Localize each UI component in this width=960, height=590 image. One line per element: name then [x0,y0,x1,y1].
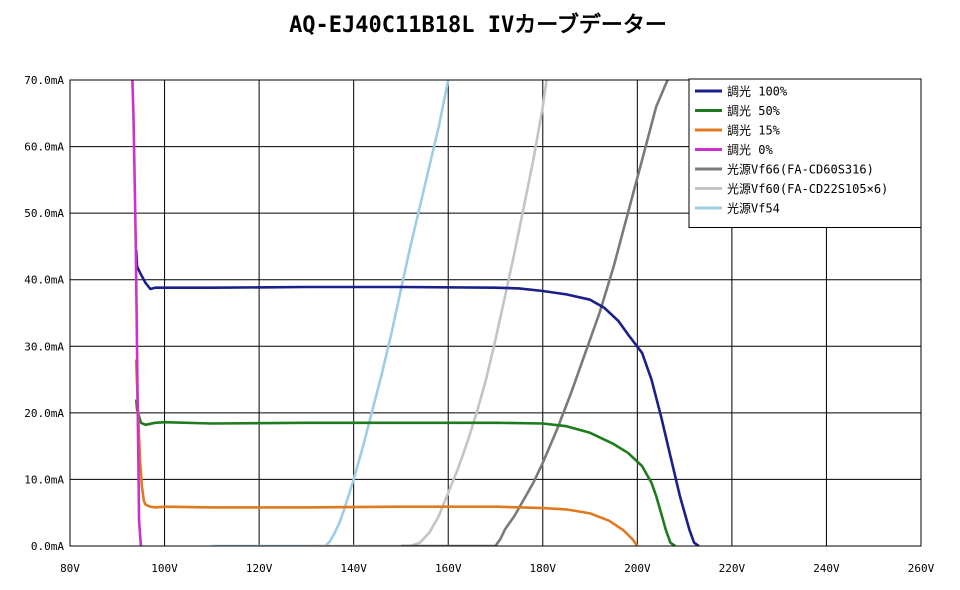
y-tick-label: 70.0mA [24,74,64,87]
legend-label: 調光 0% [727,143,773,157]
x-tick-label: 220V [719,562,746,575]
legend-label: 光源Vf66(FA-CD60S316) [727,163,874,177]
x-tick-label: 200V [624,562,651,575]
chart-title: AQ-EJ40C11B18L IVカーブデーター [289,12,667,38]
series-line-2 [134,359,639,546]
legend-box [688,78,922,228]
plot-area [131,80,700,546]
series-line-3 [131,80,143,546]
y-tick-label: 10.0mA [24,473,64,486]
x-tick-label: 260V [908,562,935,575]
y-tick-label: 30.0mA [24,340,64,353]
series-line-6 [211,80,450,546]
legend-label: 調光 100% [727,85,788,99]
legend: 調光 100% 調光 50% 調光 15% 調光 0% 光源Vf66(FA-CD60S3… [688,78,922,228]
x-tick-label: 180V [530,562,557,575]
plot-frame [69,79,922,547]
x-tick-label: 120V [246,562,273,575]
series-line-1 [134,399,676,546]
series-line-4 [400,80,669,546]
x-tick-label: 240V [813,562,840,575]
legend-label: 光源Vf60(FA-CD22S105×6) [727,182,888,196]
x-tick-label: 80V [60,562,80,575]
x-tick-label: 140V [340,562,367,575]
axis-tick-labels: 80V 100V 120V 140V 160V 180V 200V 220V 240V 260V 0… [24,74,934,575]
legend-label: 調光 50% [727,104,781,118]
series-line-0 [134,249,700,546]
y-tick-label: 60.0mA [24,141,64,154]
y-tick-label: 0.0mA [31,540,64,553]
y-tick-label: 20.0mA [24,407,64,420]
y-tick-label: 40.0mA [24,274,64,287]
x-tick-label: 100V [151,562,178,575]
x-tick-label: 160V [435,562,462,575]
series-line-5 [306,80,548,546]
legend-label: 調光 15% [727,124,781,138]
y-tick-label: 50.0mA [24,207,64,220]
legend-label: 光源Vf54 [727,202,780,216]
